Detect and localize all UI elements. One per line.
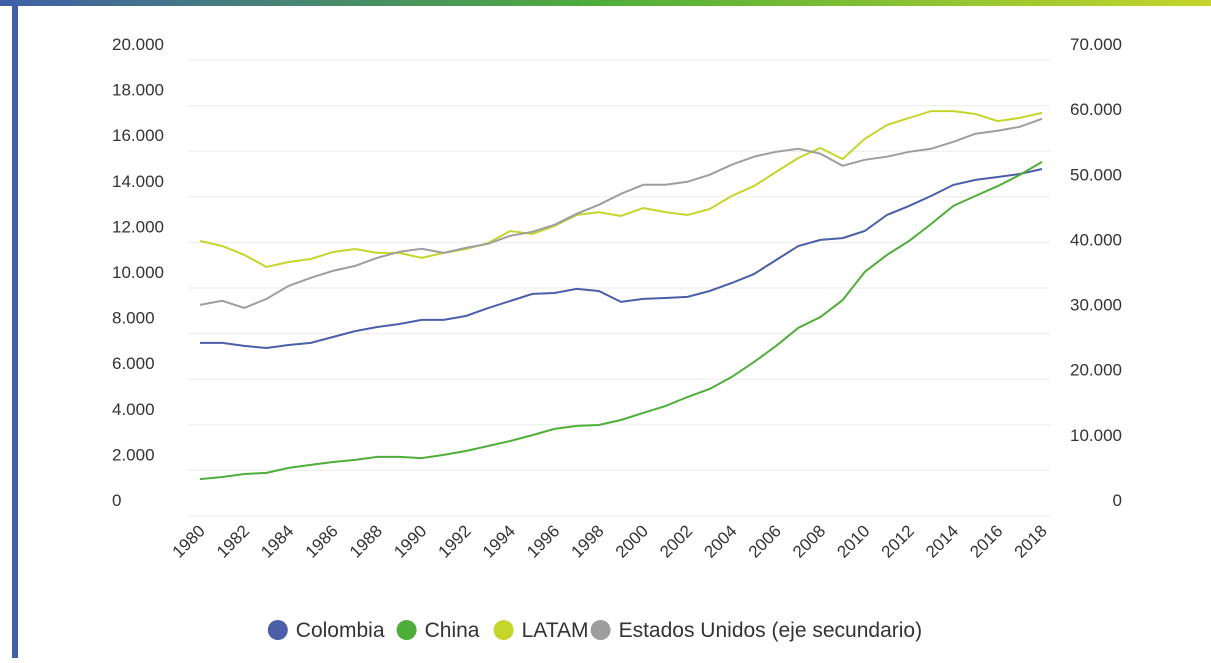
- x-tick-label: 2002: [656, 521, 696, 561]
- x-tick-label: 2006: [745, 521, 785, 561]
- line-series: [199, 117, 1043, 309]
- x-tick-label: 1984: [257, 521, 297, 561]
- x-tick-label: 1998: [567, 521, 607, 561]
- line-series: [199, 110, 1043, 269]
- legend-label: China: [425, 619, 480, 642]
- x-tick-label: 1996: [523, 521, 563, 561]
- x-tick-label: 1992: [435, 521, 475, 561]
- y-tick-label: 16.000: [112, 126, 164, 145]
- y2-tick-label: 70.000: [1070, 35, 1122, 54]
- y-tick-label: 6.000: [112, 354, 155, 373]
- legend-label: Estados Unidos (eje secundario): [619, 619, 923, 642]
- y2-tick-label: 60.000: [1070, 100, 1122, 119]
- y2-tick-label: 50.000: [1070, 165, 1122, 184]
- top-bar: [0, 0, 1211, 6]
- y-tick-label: 10.000: [112, 263, 164, 282]
- legend-marker: [396, 620, 417, 640]
- x-tick-label: 2008: [789, 521, 829, 561]
- x-tick-label: 1994: [479, 521, 519, 561]
- x-tick-label: 2010: [833, 521, 873, 561]
- line-series: [199, 161, 1043, 481]
- x-tick-label: 2014: [922, 521, 962, 561]
- y-tick-label: 14.000: [112, 172, 164, 191]
- left-border: [12, 0, 18, 658]
- x-tick-label: 2000: [612, 521, 652, 561]
- x-tick-label: 1990: [390, 521, 430, 561]
- legend-marker: [267, 620, 288, 640]
- legend-marker: [493, 620, 514, 640]
- legend-marker: [590, 620, 611, 640]
- y2-tick-label: 30.000: [1070, 296, 1122, 315]
- y-tick-label: 12.000: [112, 217, 164, 236]
- x-tick-label: 2004: [700, 521, 740, 561]
- y2-tick-label: 10.000: [1070, 426, 1122, 445]
- y-tick-label: 0: [112, 491, 121, 510]
- x-tick-label: 1980: [169, 521, 209, 561]
- x-tick-label: 2012: [878, 521, 918, 561]
- x-tick-label: 2016: [966, 521, 1006, 561]
- y-tick-label: 8.000: [112, 309, 155, 328]
- y2-tick-label: 20.000: [1070, 361, 1122, 380]
- x-tick-label: 1986: [302, 521, 342, 561]
- y-tick-label: 2.000: [112, 445, 155, 464]
- y2-tick-label: 40.000: [1070, 230, 1122, 249]
- y-tick-label: 20.000: [112, 35, 164, 54]
- x-tick-label: 1982: [213, 521, 253, 561]
- y-tick-label: 18.000: [112, 81, 164, 100]
- y-tick-label: 4.000: [112, 400, 155, 419]
- legend-label: LATAM: [522, 619, 589, 642]
- y2-tick-label: 0: [1113, 491, 1122, 510]
- x-tick-label: 1988: [346, 521, 386, 561]
- line-series: [200, 168, 1043, 350]
- legend-label: Colombia: [296, 619, 385, 642]
- x-tick-label: 2018: [1011, 521, 1051, 561]
